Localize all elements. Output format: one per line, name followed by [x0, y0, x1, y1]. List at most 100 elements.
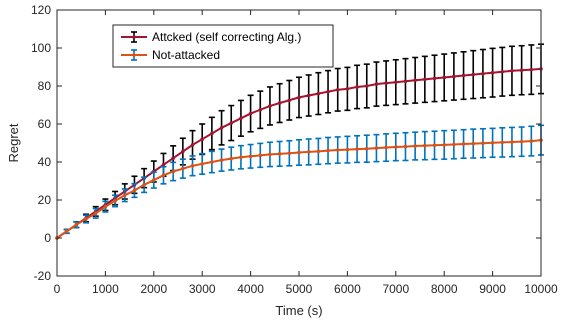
data-point	[171, 156, 175, 160]
data-point	[93, 211, 98, 216]
data-point	[268, 152, 272, 157]
data-point	[326, 148, 330, 153]
data-point	[413, 78, 417, 83]
legend: Attcked (self correcting Alg.) Not-attack…	[112, 24, 334, 68]
x-tick-label: 2000	[140, 282, 167, 296]
legend-label: Attcked (self correcting Alg.)	[152, 30, 301, 44]
data-point	[239, 116, 243, 121]
data-point	[335, 88, 340, 92]
data-point	[268, 104, 272, 108]
legend-marker	[132, 35, 136, 39]
x-tick-label: 8000	[431, 282, 458, 296]
data-point	[306, 150, 311, 154]
data-point	[374, 146, 379, 150]
data-point	[316, 91, 321, 96]
data-point	[152, 178, 156, 182]
x-tick-label: 0	[54, 282, 61, 296]
data-point	[490, 141, 495, 145]
data-point	[432, 143, 437, 148]
data-point	[471, 72, 476, 77]
data-point	[490, 70, 495, 75]
x-tick-label: 5000	[286, 282, 313, 296]
x-tick-label: 3000	[189, 282, 216, 296]
data-point	[219, 158, 224, 162]
x-tick-label: 10000	[524, 282, 558, 296]
series-layer	[55, 43, 544, 240]
data-point	[432, 76, 437, 81]
data-point	[287, 98, 292, 103]
data-point	[519, 139, 524, 144]
data-point	[306, 93, 311, 98]
series-2-markers	[55, 138, 543, 240]
data-point	[413, 144, 417, 148]
data-point	[326, 89, 330, 94]
data-point	[510, 140, 514, 144]
data-point	[364, 84, 369, 88]
data-point	[277, 152, 282, 156]
y-tick-label: 0	[44, 231, 51, 245]
series-1	[55, 43, 544, 240]
data-point	[374, 82, 379, 86]
data-point	[200, 137, 204, 141]
data-point	[529, 67, 534, 72]
x-tick-label: 9000	[479, 282, 506, 296]
data-point	[297, 95, 301, 100]
data-point	[190, 143, 195, 147]
series-2	[55, 124, 544, 240]
data-point	[355, 147, 359, 151]
data-point	[239, 155, 243, 160]
data-point	[519, 68, 524, 73]
data-point	[113, 199, 117, 203]
data-point	[181, 166, 185, 171]
data-point	[161, 163, 166, 167]
data-point	[219, 126, 224, 130]
legend-label: Not-attacked	[152, 48, 220, 62]
data-point	[335, 148, 340, 152]
data-point	[471, 141, 476, 146]
data-point	[364, 146, 369, 151]
data-point	[384, 145, 388, 150]
data-point	[181, 149, 185, 154]
x-tick-label: 4000	[237, 282, 264, 296]
y-tick-label: 40	[38, 155, 52, 169]
data-point	[461, 73, 466, 78]
data-point	[210, 160, 214, 164]
data-point	[394, 80, 398, 84]
y-tick-label: 20	[38, 193, 52, 207]
data-point	[394, 145, 398, 149]
data-point	[171, 169, 175, 174]
data-point	[132, 188, 137, 193]
data-point	[74, 222, 79, 227]
data-point	[452, 142, 456, 147]
data-point	[442, 75, 447, 80]
y-tick-label: 80	[38, 79, 52, 93]
y-tick-label: 60	[38, 117, 52, 131]
x-tick-label: 6000	[334, 282, 361, 296]
legend-marker	[132, 53, 136, 57]
data-point	[103, 204, 108, 209]
legend-box	[112, 24, 334, 68]
data-point	[423, 143, 427, 148]
y-axis-title: Regret	[6, 123, 21, 162]
data-point	[210, 131, 214, 136]
data-point	[423, 77, 427, 82]
data-point	[161, 173, 166, 178]
data-point	[481, 71, 485, 76]
legend-item-1: Attcked (self correcting Alg.)	[121, 30, 301, 44]
data-point	[84, 217, 88, 221]
data-point	[190, 164, 195, 168]
data-point	[287, 151, 292, 156]
data-point	[345, 87, 350, 91]
data-point	[403, 144, 408, 149]
data-point	[384, 81, 388, 85]
data-point	[452, 74, 456, 79]
data-point	[481, 141, 485, 145]
x-tick-label: 1000	[92, 282, 119, 296]
data-point	[297, 150, 301, 155]
data-point	[500, 140, 505, 145]
data-point	[500, 69, 505, 74]
data-point	[403, 79, 408, 84]
x-axis-title: Time (s)	[275, 303, 322, 318]
data-point	[248, 154, 253, 159]
